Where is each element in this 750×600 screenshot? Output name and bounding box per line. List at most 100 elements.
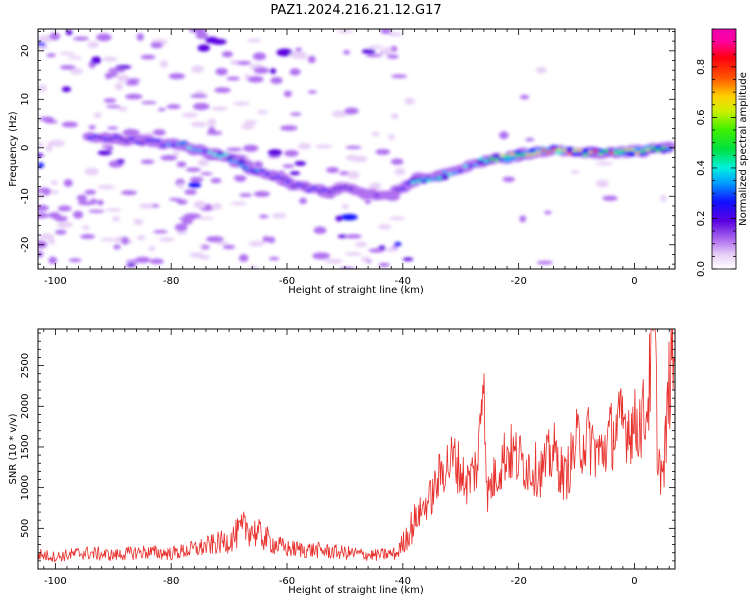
spectrogram-noise-blob [88, 209, 105, 213]
spectrogram-noise-blob [136, 33, 144, 41]
spectrogram-noise-blob [368, 248, 385, 253]
spectrogram-noise-blob [404, 97, 415, 105]
spectrogram-noise-blob [226, 147, 243, 152]
spectrogram-noise-blob [221, 51, 234, 58]
spectrogram-ridge-blob [468, 164, 474, 168]
snr-y-axis: 500 1000 1500 2000 2500 [20, 332, 675, 570]
spectrogram-noise-blob [105, 75, 113, 80]
spectrogram-y-tick-label: -10 [20, 188, 31, 204]
spectrogram-noise-blob [189, 176, 204, 183]
spectrogram-ridge-blob [285, 179, 291, 183]
spectrogram-ridge-blob [582, 153, 588, 157]
spectrogram-noise-blob [149, 258, 164, 265]
spectrogram-noise-blob [160, 155, 178, 161]
spectrogram-noise-blob [378, 224, 392, 230]
spectrogram-ridge-blob [452, 171, 458, 175]
spectrogram-noise-blob [93, 112, 102, 119]
spectrogram-ridge-blob [316, 189, 322, 193]
spectrogram-ridge-blob [129, 137, 135, 141]
spectrogram-ridge-blob [191, 148, 197, 152]
spectrogram-ridge-blob [619, 149, 625, 153]
spectrogram-noise-blob [352, 155, 368, 163]
spectrogram-ridge-blob [249, 168, 255, 172]
spectrogram-noise-blob [73, 36, 89, 41]
spectrogram-ridge-blob [384, 192, 390, 196]
spectrogram-y-axis: -20 -10 0 10 20 [20, 31, 675, 265]
colorbar-tick-label: 0.6 [696, 109, 707, 125]
spectrogram-ridge-blob [393, 189, 403, 195]
spectrogram-ridge-blob [488, 157, 494, 161]
spectrogram-ridge-blob [87, 136, 93, 140]
spectrogram-noise-blob [181, 112, 198, 118]
spectrogram-noise-blob [385, 247, 398, 252]
spectrogram-ridge-blob [171, 143, 177, 147]
spectrogram-y-tick-label: 20 [20, 44, 31, 57]
spectrogram-noise-blob [344, 107, 359, 115]
spectrogram-ridge-blob [103, 137, 109, 141]
spectrogram-noise-blob [236, 61, 252, 66]
spectrogram-ridge-blob [150, 138, 156, 142]
spectrogram-noise-blob [536, 260, 553, 265]
spectrogram-ridge-blob [155, 139, 161, 143]
spectrogram-noise-blob [205, 236, 224, 243]
spectrogram-noise-blob [211, 202, 222, 210]
spectrogram-noise-blob [38, 233, 55, 240]
spectrogram-noise-blob [499, 131, 509, 140]
spectrogram-noise-blob [243, 119, 258, 125]
spectrogram-noise-blob [337, 29, 354, 34]
spectrogram-noise-blob [38, 191, 44, 200]
spectrogram-noise-blob [394, 242, 402, 247]
spectrogram-noise-blob [660, 194, 667, 203]
spectrogram-noise-blob [72, 210, 84, 219]
spectrogram-noise-blob [402, 257, 414, 262]
colorbar-tick-label: 0.4 [696, 160, 707, 176]
spectrogram-noise-blob [174, 223, 188, 232]
spectrogram-noise-blob [54, 229, 67, 235]
snr-x-tick-label: -60 [279, 576, 295, 587]
spectrogram-noise-blob [331, 110, 348, 118]
spectrogram-ridge-blob [645, 147, 651, 151]
figure-title: PAZ1.2024.216.21.12.G17 [270, 3, 441, 18]
spectrogram-noise-blob [105, 208, 122, 212]
spectrogram-noise-blob [126, 263, 137, 267]
spectrogram-noise-blob [307, 90, 317, 94]
spectrogram-noise-blob [61, 86, 72, 93]
snr-series-line [38, 329, 675, 563]
spectrogram-noise-blob [381, 47, 393, 56]
spectrogram-noise-blob [125, 128, 133, 137]
spectrogram-ridge-blob [238, 163, 244, 167]
spectrogram-ridge-blob [233, 160, 239, 164]
colorbar-tick-label: 0.2 [696, 211, 707, 227]
spectrogram-ridge-blob [124, 139, 130, 143]
spectrogram-noise-blob [148, 245, 156, 252]
spectrogram-ridge-blob [113, 135, 119, 139]
spectrogram-noise-blob [211, 38, 227, 45]
spectrogram-noise-blob [248, 240, 265, 247]
spectrogram-ridge-blob [556, 148, 562, 152]
spectrogram-x-tick-label: -60 [279, 276, 295, 287]
spectrogram-ridge-blob [247, 164, 257, 171]
spectrogram-ridge-blob [322, 188, 328, 192]
spectrogram-ridge-blob [403, 183, 413, 190]
spectrogram-noise-blob [240, 124, 255, 130]
spectrogram-noise-blob [91, 56, 102, 64]
spectrogram-noise-blob [90, 198, 97, 205]
spectrogram-noise-blob [369, 182, 382, 191]
snr-x-tick-label: -20 [510, 576, 526, 587]
spectrogram-noise-blob [269, 68, 277, 75]
spectrogram-ridge-blob [627, 150, 637, 157]
colorbar-tick-label: 0.0 [696, 261, 707, 277]
spectrogram-noise-blob [102, 56, 118, 62]
spectrogram-noise-blob [544, 210, 552, 215]
spectrogram-ridge-blob [207, 150, 213, 154]
spectrogram-noise-blob [344, 252, 362, 256]
spectrogram-noise-blob [247, 38, 262, 43]
spectrogram-noise-blob [295, 47, 302, 52]
spectrogram-noise-blob [378, 262, 390, 267]
spectrogram-ridge-blob [275, 175, 281, 179]
spectrogram-y-tick-label: 10 [20, 93, 31, 106]
spectrogram-ridge-blob [134, 141, 140, 145]
spectrogram-noise-blob [57, 205, 72, 212]
spectrogram-noise-blob [206, 130, 223, 135]
spectrogram-noise-blob [54, 215, 68, 222]
